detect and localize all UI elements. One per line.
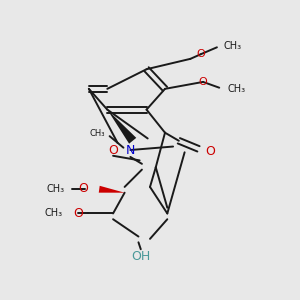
Text: CH₃: CH₃ (227, 84, 245, 94)
Text: OH: OH (131, 250, 150, 263)
Polygon shape (99, 186, 124, 193)
Text: O: O (73, 207, 83, 220)
Text: O: O (206, 145, 215, 158)
Text: N: N (126, 143, 135, 157)
Text: O: O (108, 143, 118, 157)
Polygon shape (107, 110, 136, 144)
Text: CH₃: CH₃ (224, 41, 242, 51)
Text: O: O (196, 49, 205, 59)
Text: CH₃: CH₃ (89, 129, 105, 138)
Text: CH₃: CH₃ (44, 208, 62, 218)
Text: O: O (199, 77, 208, 87)
Text: O: O (78, 182, 88, 195)
Text: CH₃: CH₃ (46, 184, 64, 194)
